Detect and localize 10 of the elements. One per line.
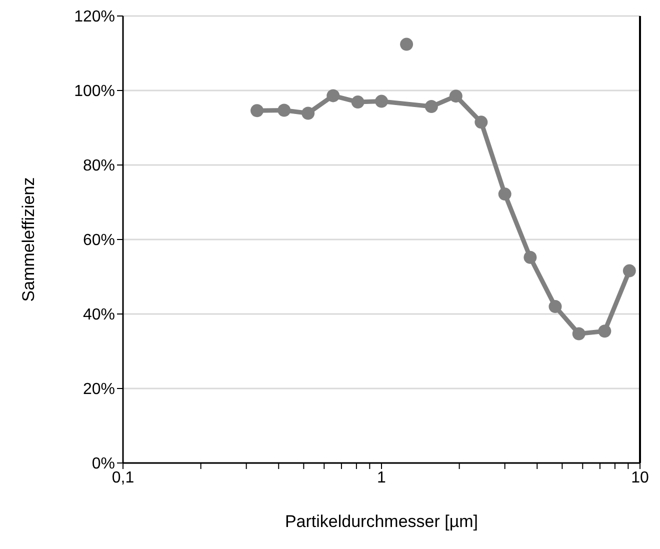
y-tick-label: 20% bbox=[82, 381, 115, 398]
x-axis-title: Partikeldurchmesser [µm] bbox=[284, 512, 478, 531]
y-axis-title: Sammeleffizienz bbox=[19, 177, 38, 302]
y-tick-label: 40% bbox=[82, 306, 115, 324]
x-tick-label: 1 bbox=[377, 469, 386, 486]
y-tick-label: 60% bbox=[82, 232, 115, 250]
x-tick-label: 10 bbox=[631, 469, 649, 486]
y-tick-label: 120% bbox=[74, 8, 115, 26]
y-tick-label: 100% bbox=[74, 83, 115, 100]
y-tick-label: 80% bbox=[82, 158, 115, 175]
